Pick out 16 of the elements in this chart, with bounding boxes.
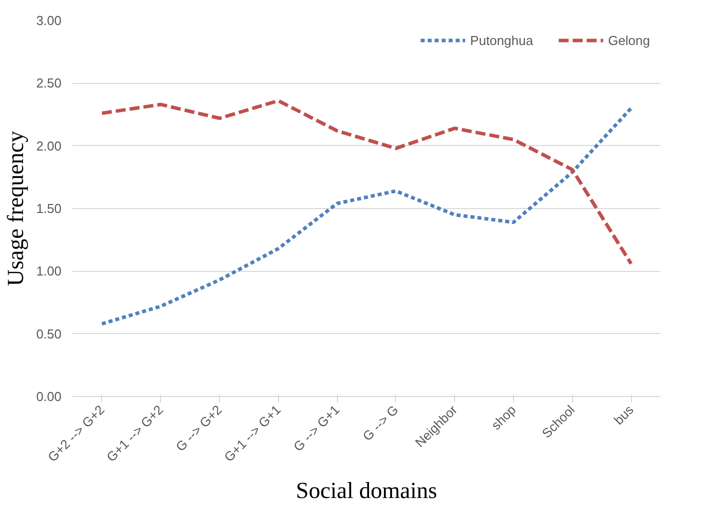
y-tick-label: 0.00 <box>36 389 62 404</box>
x-tick-label: G --> G+1 <box>290 402 342 454</box>
legend-label: Gelong <box>608 32 650 48</box>
y-tick-label: 3.00 <box>36 13 62 28</box>
y-tick-label: 0.50 <box>36 326 62 342</box>
line-series <box>100 98 633 266</box>
line-series <box>100 106 633 326</box>
legend-label: Putonghua <box>470 32 534 48</box>
y-tick-label: 1.50 <box>36 201 62 216</box>
y-tick-label: 1.00 <box>36 264 62 279</box>
y-tick-label: 2.50 <box>36 76 62 91</box>
x-axis-title: Social domains <box>296 478 438 503</box>
y-tick-label: 2.00 <box>36 138 62 154</box>
x-tick-label: bus <box>610 402 637 428</box>
y-axis-title: Usage frequency <box>3 130 28 286</box>
x-tick-label: G --> G <box>360 402 402 444</box>
